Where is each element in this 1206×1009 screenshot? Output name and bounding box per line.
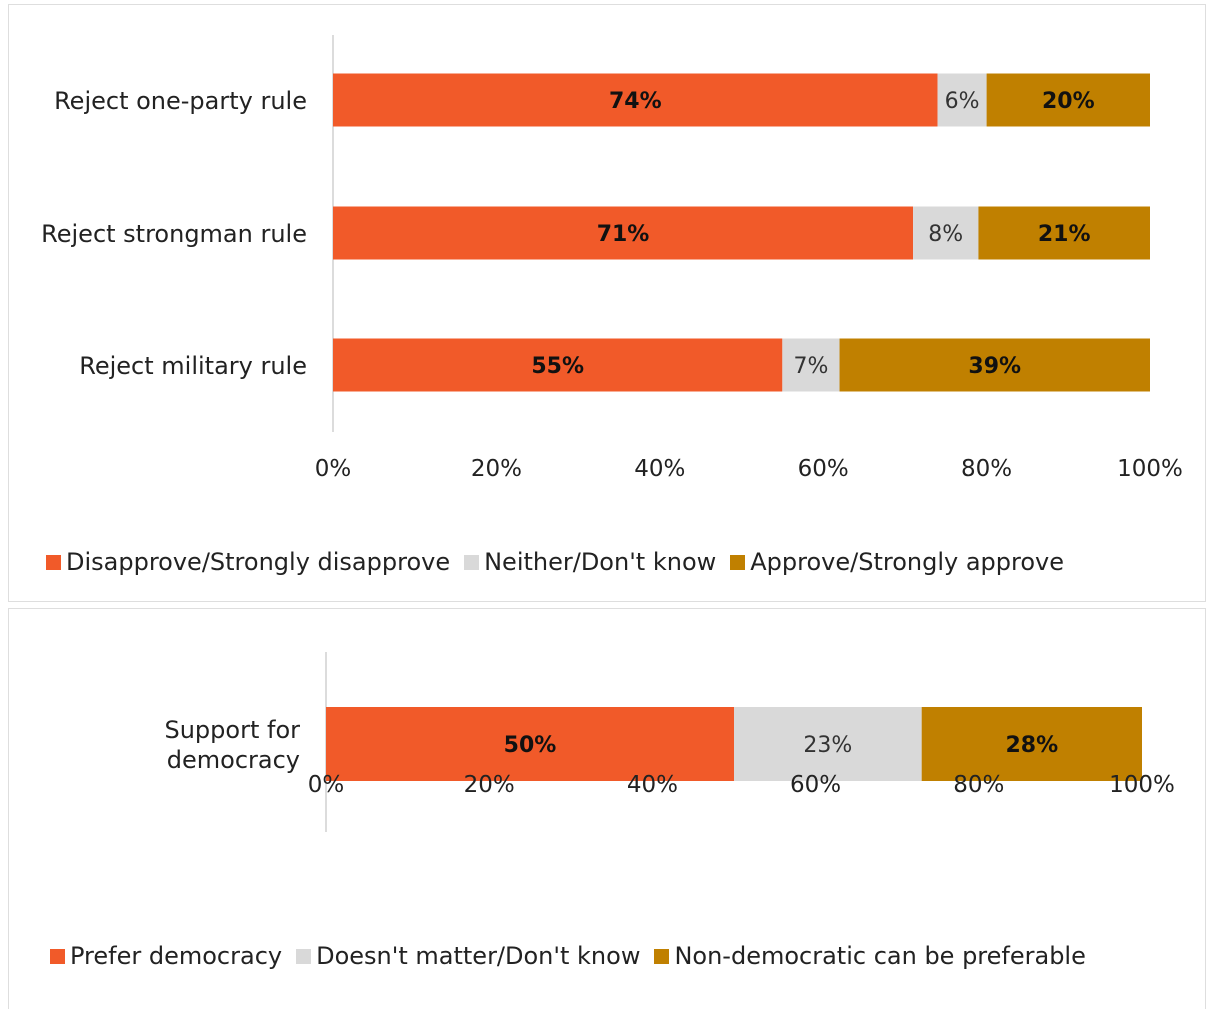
bar-segment <box>921 707 1142 781</box>
bar-segment <box>839 338 1150 392</box>
legend-label: Non-democratic can be preferable <box>674 942 1086 970</box>
legend-item: Disapprove/Strongly disapprove <box>46 548 450 576</box>
data-label: 8% <box>928 222 963 247</box>
data-label: 23% <box>803 733 852 758</box>
legend-swatch <box>654 948 670 964</box>
data-label: 71% <box>597 222 650 247</box>
x-tick-label: 20% <box>464 772 515 798</box>
x-tick-label: 60% <box>790 772 841 798</box>
data-label: 20% <box>1042 89 1095 114</box>
legend-swatch <box>464 554 480 570</box>
legend-label: Doesn't matter/Don't know <box>316 942 641 970</box>
x-tick-label: 100% <box>1109 772 1175 798</box>
category-label: Reject military rule <box>79 352 307 380</box>
x-tick-label: 80% <box>953 772 1004 798</box>
legend-label: Approve/Strongly approve <box>750 548 1065 576</box>
x-tick-label: 100% <box>1117 456 1183 482</box>
legend-support-for-democracy: Prefer democracy Doesn't matter/Don't kno… <box>50 942 1086 970</box>
bar-segment <box>978 206 1150 260</box>
category-label: Reject one-party rule <box>54 87 307 115</box>
legend-item: Non-democratic can be preferable <box>654 942 1086 970</box>
data-label: 6% <box>945 89 980 114</box>
legend-item: Neither/Don't know <box>464 548 716 576</box>
bar-segment <box>734 707 922 781</box>
x-tick-label: 80% <box>961 456 1012 482</box>
legend-swatch <box>50 948 65 964</box>
chart-panel-support-for-democracy <box>8 608 1206 1009</box>
data-label: 39% <box>968 354 1021 379</box>
data-label: 50% <box>504 733 557 758</box>
legend-swatch <box>296 948 312 964</box>
legend-item: Approve/Strongly approve <box>730 548 1064 576</box>
bar-segment <box>333 206 914 260</box>
data-label: 55% <box>531 354 584 379</box>
bar-segment <box>986 73 1150 127</box>
x-tick-label: 20% <box>471 456 522 482</box>
legend-label: Neither/Don't know <box>484 548 717 576</box>
legend-item: Prefer democracy <box>50 942 282 970</box>
legend-swatch <box>730 554 746 570</box>
legend-regime-rejection: Disapprove/Strongly disapprove Neither/Do… <box>46 548 1064 576</box>
legend-swatch <box>46 554 61 570</box>
legend-item: Doesn't matter/Don't know <box>296 942 640 970</box>
x-tick-label: 40% <box>634 456 685 482</box>
bar-segment <box>326 707 734 781</box>
x-tick-label: 0% <box>308 772 345 798</box>
bar-segment <box>782 338 840 392</box>
bar-segment <box>913 206 979 260</box>
x-tick-label: 60% <box>798 456 849 482</box>
x-tick-label: 40% <box>627 772 678 798</box>
legend-label: Prefer democracy <box>70 942 283 970</box>
bar-segment <box>333 73 938 127</box>
data-label: 21% <box>1038 222 1091 247</box>
data-label: 74% <box>609 89 662 114</box>
data-label: 28% <box>1006 733 1059 758</box>
category-label: Support for democracy <box>164 716 300 774</box>
x-tick-label: 0% <box>315 456 352 482</box>
bar-segment <box>937 73 987 127</box>
data-label: 7% <box>793 354 828 379</box>
legend-label: Disapprove/Strongly disapprove <box>66 548 451 576</box>
category-label: Reject strongman rule <box>41 220 307 248</box>
bar-segment <box>333 338 783 392</box>
